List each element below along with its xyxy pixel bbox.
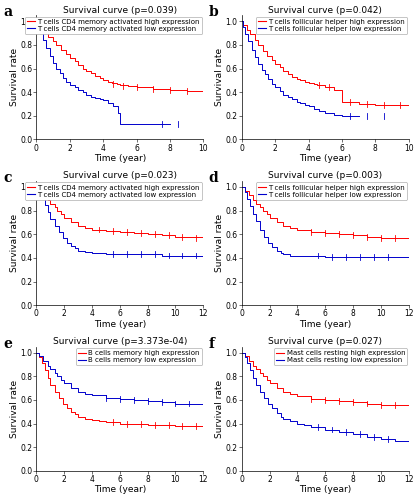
Legend: Mast cells resting high expression, Mast cells resting low expression: Mast cells resting high expression, Mast… — [274, 348, 407, 366]
Text: d: d — [208, 171, 218, 185]
Title: Survival curve (p=0.039): Survival curve (p=0.039) — [63, 6, 177, 15]
Title: Survival curve (p=0.027): Survival curve (p=0.027) — [268, 337, 382, 346]
Text: b: b — [208, 6, 218, 20]
X-axis label: Time (year): Time (year) — [299, 320, 351, 328]
Y-axis label: Survival rate: Survival rate — [10, 214, 19, 272]
Legend: T cells follicular helper high expression, T cells follicular helper low express: T cells follicular helper high expressio… — [256, 16, 407, 34]
Text: e: e — [3, 337, 12, 351]
Text: c: c — [3, 171, 12, 185]
Legend: T cells CD4 memory activated high expression, T cells CD4 memory activated low e: T cells CD4 memory activated high expres… — [25, 16, 202, 34]
X-axis label: Time (year): Time (year) — [299, 486, 351, 494]
Y-axis label: Survival rate: Survival rate — [10, 380, 19, 438]
Y-axis label: Survival rate: Survival rate — [215, 48, 224, 106]
Y-axis label: Survival rate: Survival rate — [215, 380, 224, 438]
Text: f: f — [208, 337, 215, 351]
X-axis label: Time (year): Time (year) — [94, 486, 146, 494]
X-axis label: Time (year): Time (year) — [94, 154, 146, 163]
Title: Survival curve (p=0.003): Survival curve (p=0.003) — [268, 172, 382, 180]
Legend: T cells CD4 memory activated high expression, T cells CD4 memory activated low e: T cells CD4 memory activated high expres… — [25, 182, 202, 200]
Title: Survival curve (p=0.042): Survival curve (p=0.042) — [268, 6, 382, 15]
X-axis label: Time (year): Time (year) — [94, 320, 146, 328]
Legend: B cells memory high expression, B cells memory low expression: B cells memory high expression, B cells … — [76, 348, 202, 366]
Legend: T cells follicular helper high expression, T cells follicular helper low express: T cells follicular helper high expressio… — [256, 182, 407, 200]
Y-axis label: Survival rate: Survival rate — [215, 214, 224, 272]
Text: a: a — [3, 6, 12, 20]
Y-axis label: Survival rate: Survival rate — [10, 48, 19, 106]
X-axis label: Time (year): Time (year) — [299, 154, 351, 163]
Title: Survival curve (p=0.023): Survival curve (p=0.023) — [63, 172, 177, 180]
Title: Survival curve (p=3.373e-04): Survival curve (p=3.373e-04) — [53, 337, 187, 346]
